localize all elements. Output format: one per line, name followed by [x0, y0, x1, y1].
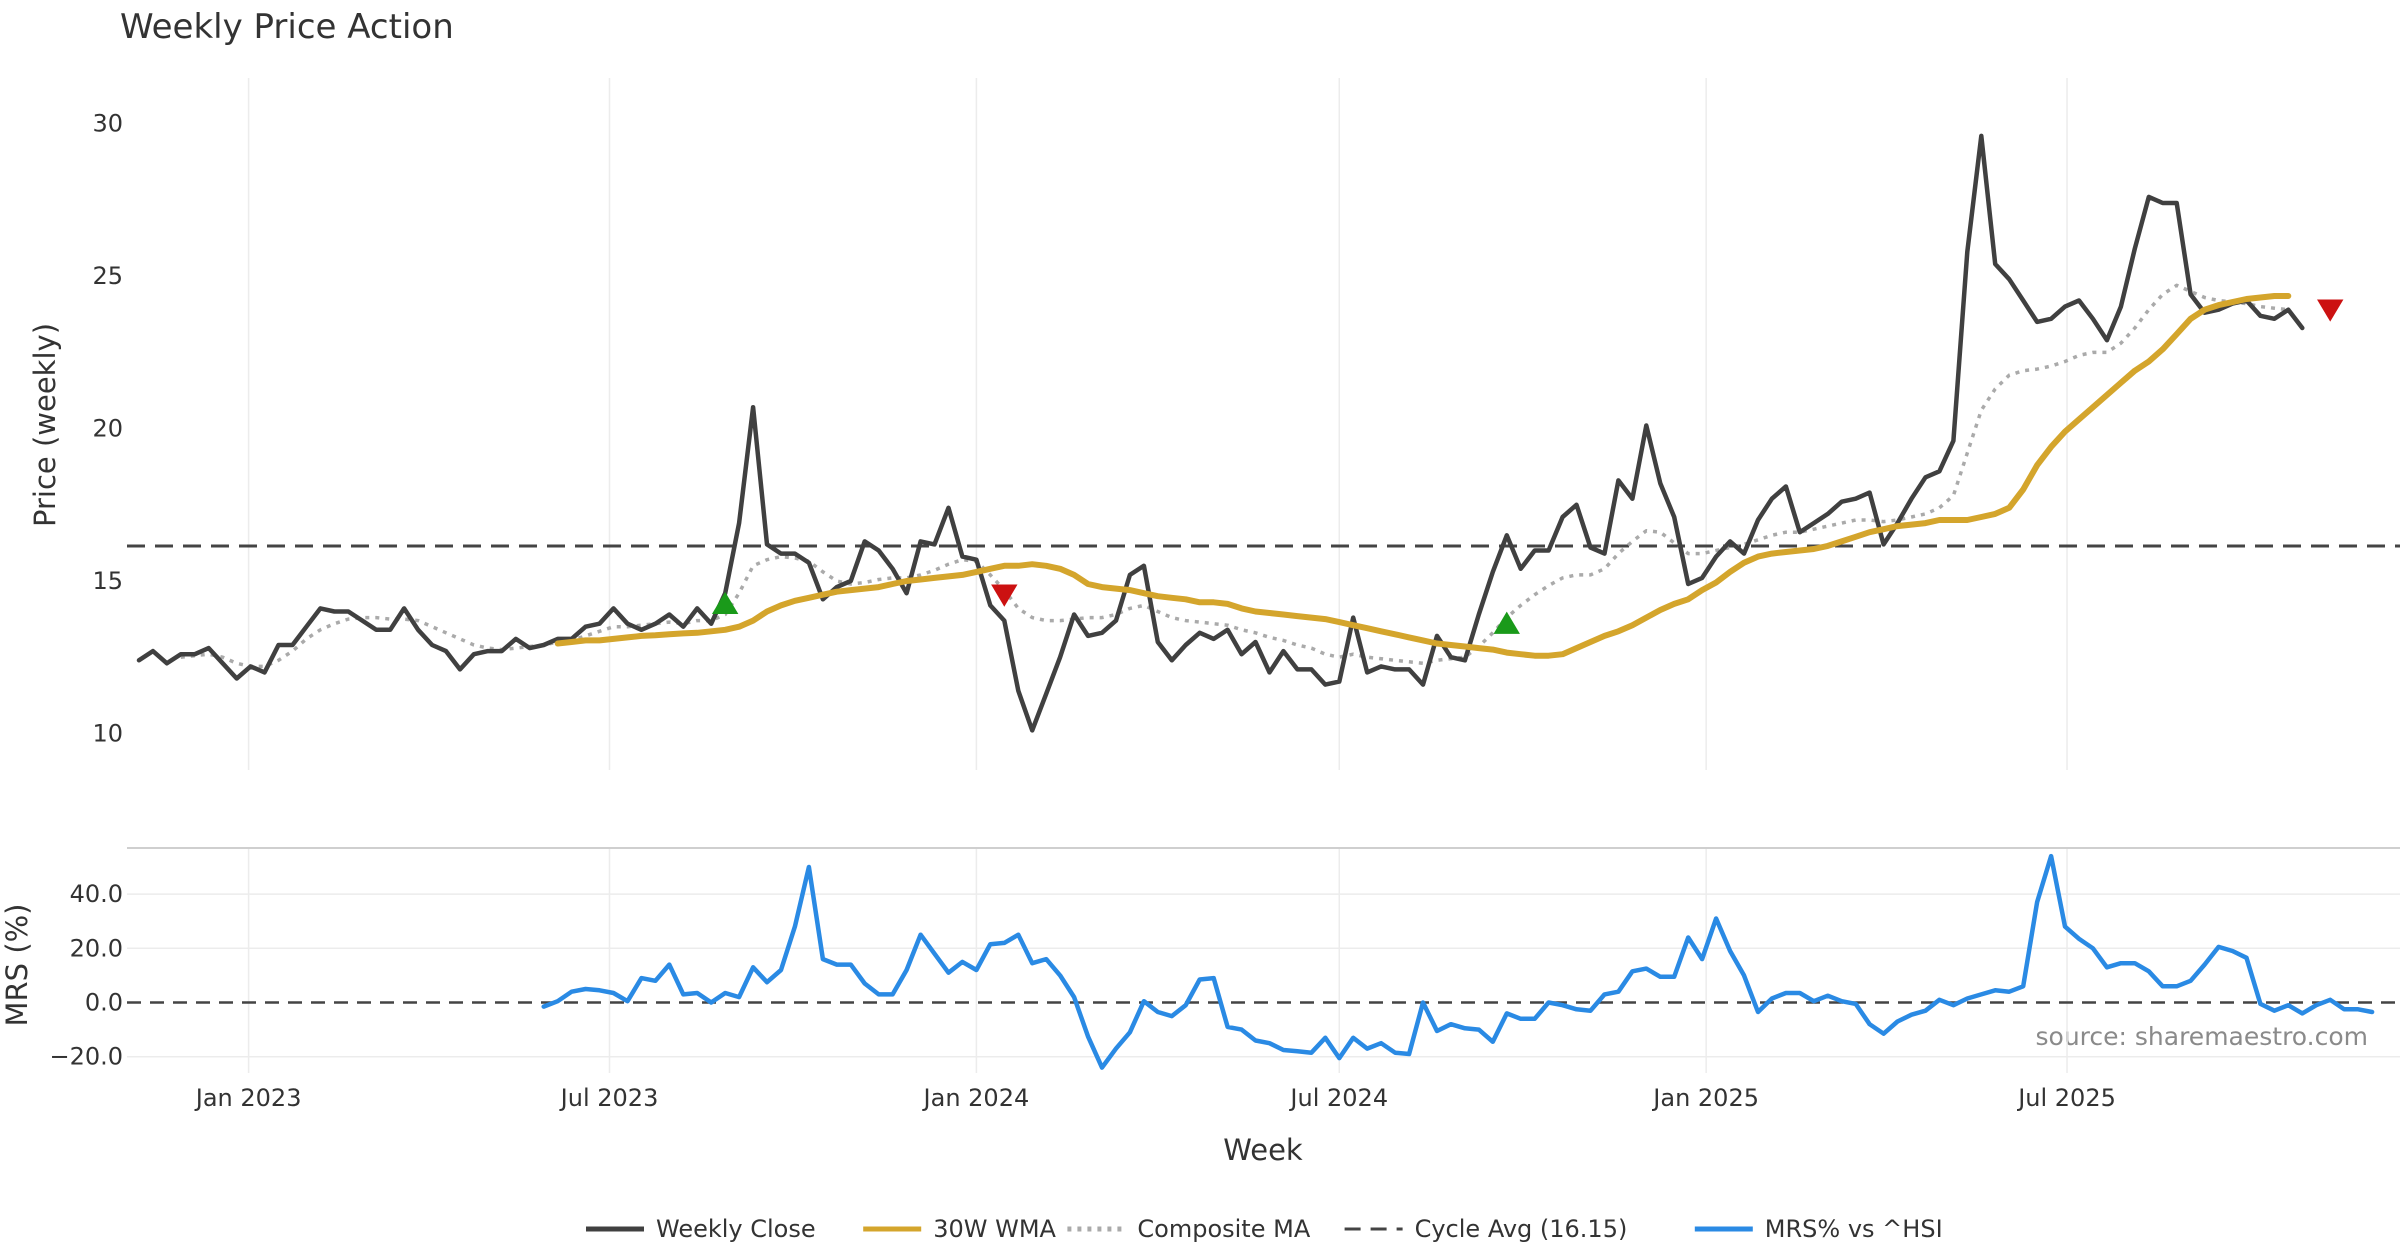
mrs-line — [541, 853, 2375, 1070]
legend-item: Composite MA — [1067, 1215, 1311, 1243]
legend-label: Composite MA — [1137, 1215, 1310, 1243]
price-tick-label: 25 — [92, 262, 123, 290]
mrs-tick-label: 40.0 — [70, 880, 123, 908]
x-axis: Jan 2023 Jul 2023 Jan 2024 Jul 2024 Jan 2025… — [194, 1084, 2116, 1112]
mrs-tick-label: 20.0 — [70, 934, 123, 962]
price-tick-label: 10 — [92, 719, 123, 747]
x-axis-title: Week — [1223, 1133, 1303, 1167]
x-tick-label: Jan 2023 — [194, 1084, 302, 1112]
x-tick-label: Jul 2023 — [559, 1084, 659, 1112]
price-tick-label: 20 — [92, 415, 123, 443]
sell-signal-marker — [2317, 299, 2344, 322]
mrs-panel — [127, 853, 2400, 1070]
x-tick-label: Jul 2025 — [2016, 1084, 2116, 1112]
legend: Weekly Close 30W WMA Composite MA Cycle Avg… — [586, 1215, 1943, 1243]
legend-label: MRS% vs ^HSI — [1765, 1215, 1943, 1243]
legend-item: 30W WMA — [863, 1215, 1057, 1243]
mrs-tick-label: 0.0 — [85, 989, 123, 1017]
legend-item: Cycle Avg (16.15) — [1344, 1215, 1628, 1243]
weekly-close-line — [136, 133, 2305, 733]
x-tick-label: Jul 2024 — [1288, 1084, 1388, 1112]
legend-item: Weekly Close — [586, 1215, 816, 1243]
mrs-axis-title: MRS (%) — [0, 904, 34, 1027]
price-axis-title: Price (weekly) — [28, 323, 62, 527]
chart-title: Weekly Price Action — [120, 7, 454, 47]
buy-signal-marker — [1493, 611, 1520, 634]
mrs-tick-label: −20.0 — [49, 1043, 123, 1071]
legend-label: Weekly Close — [656, 1215, 816, 1243]
legend-item: MRS% vs ^HSI — [1694, 1215, 1943, 1243]
price-tick-label: 15 — [92, 567, 123, 595]
wma-30w-line — [554, 293, 2292, 659]
legend-label: Cycle Avg (16.15) — [1415, 1215, 1628, 1243]
price-panel — [127, 133, 2400, 733]
source-label: source: sharemaestro.com — [2036, 1022, 2369, 1051]
mrs-panel-grid: −20.0 0.0 20.0 40.0 — [49, 847, 2400, 1073]
sell-signal-marker — [991, 584, 1018, 607]
x-tick-label: Jan 2024 — [922, 1084, 1030, 1112]
price-panel-grid: 10 15 20 25 30 — [92, 78, 2068, 770]
x-tick-label: Jan 2025 — [1651, 1084, 1759, 1112]
price-tick-label: 30 — [92, 110, 123, 138]
legend-label: 30W WMA — [933, 1215, 1056, 1243]
buy-signal-marker — [711, 591, 739, 615]
